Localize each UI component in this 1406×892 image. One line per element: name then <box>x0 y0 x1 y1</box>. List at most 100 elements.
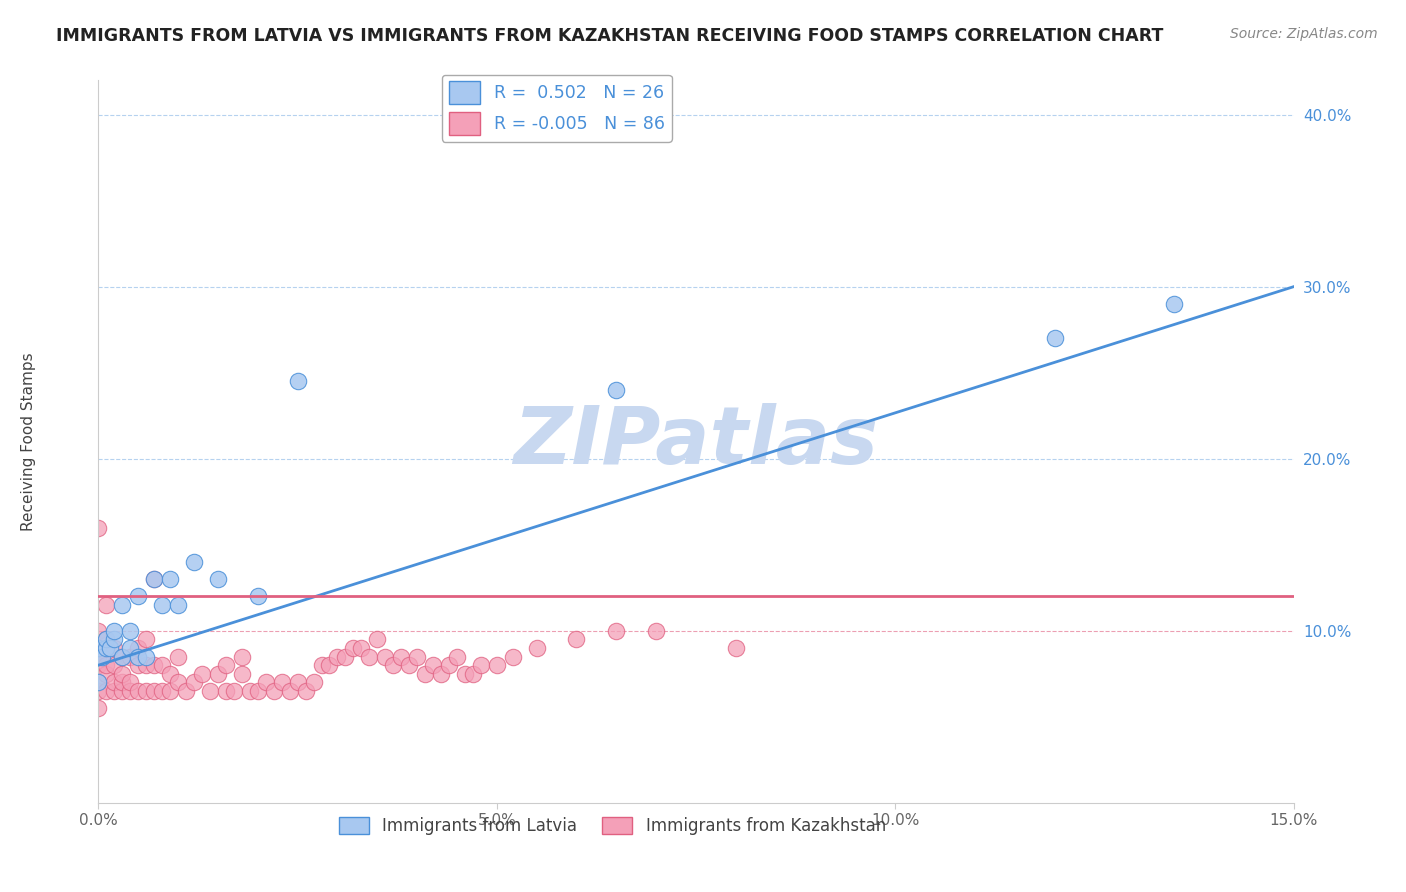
Point <box>127 684 149 698</box>
Point <box>526 640 548 655</box>
Point <box>120 675 142 690</box>
Point <box>174 684 197 698</box>
Point <box>302 675 325 690</box>
Point <box>287 675 309 690</box>
Point <box>135 658 157 673</box>
Point <box>143 658 166 673</box>
Point <box>111 675 134 690</box>
Point <box>724 640 747 655</box>
Point <box>87 640 110 655</box>
Point <box>103 658 125 673</box>
Point <box>120 624 142 638</box>
Point <box>98 640 122 655</box>
Point <box>198 684 221 698</box>
Point <box>254 675 277 690</box>
Point <box>446 649 468 664</box>
Point <box>127 658 149 673</box>
Point <box>207 572 229 586</box>
Point <box>485 658 508 673</box>
Point <box>605 383 627 397</box>
Point <box>413 666 436 681</box>
Point <box>246 684 269 698</box>
Point <box>470 658 492 673</box>
Point <box>96 684 118 698</box>
Point <box>96 640 118 655</box>
Point <box>91 649 114 664</box>
Point <box>565 632 588 647</box>
Point <box>135 649 157 664</box>
Text: IMMIGRANTS FROM LATVIA VS IMMIGRANTS FROM KAZAKHSTAN RECEIVING FOOD STAMPS CORRE: IMMIGRANTS FROM LATVIA VS IMMIGRANTS FRO… <box>56 27 1164 45</box>
Point <box>374 649 396 664</box>
Point <box>231 649 253 664</box>
Point <box>111 649 134 664</box>
Point <box>103 684 125 698</box>
Point <box>605 624 627 638</box>
Point <box>167 649 190 664</box>
Y-axis label: Receiving Food Stamps: Receiving Food Stamps <box>21 352 37 531</box>
Point <box>159 572 181 586</box>
Point <box>430 666 453 681</box>
Point <box>287 375 309 389</box>
Point <box>167 598 190 612</box>
Point <box>96 658 118 673</box>
Point <box>87 520 110 534</box>
Point <box>191 666 214 681</box>
Point <box>103 624 125 638</box>
Point <box>111 598 134 612</box>
Point <box>294 684 316 698</box>
Point <box>342 640 364 655</box>
Point <box>207 666 229 681</box>
Point <box>143 572 166 586</box>
Point <box>111 684 134 698</box>
Point <box>87 649 110 664</box>
Point <box>87 640 110 655</box>
Point <box>87 624 110 638</box>
Point <box>1163 297 1185 311</box>
Point <box>135 632 157 647</box>
Point <box>96 632 118 647</box>
Point <box>120 649 142 664</box>
Point <box>366 632 388 647</box>
Point <box>150 684 173 698</box>
Point <box>422 658 444 673</box>
Point <box>382 658 405 673</box>
Point <box>87 684 110 698</box>
Legend: Immigrants from Latvia, Immigrants from Kazakhstan: Immigrants from Latvia, Immigrants from … <box>332 810 893 841</box>
Point <box>263 684 285 698</box>
Point <box>96 598 118 612</box>
Text: ZIPatlas: ZIPatlas <box>513 402 879 481</box>
Point <box>87 675 110 690</box>
Point <box>96 632 118 647</box>
Point <box>502 649 524 664</box>
Point <box>103 675 125 690</box>
Point <box>222 684 245 698</box>
Point <box>127 640 149 655</box>
Point <box>461 666 484 681</box>
Point <box>167 675 190 690</box>
Point <box>120 640 142 655</box>
Point <box>127 649 149 664</box>
Point <box>103 640 125 655</box>
Point <box>454 666 477 681</box>
Point <box>135 684 157 698</box>
Point <box>270 675 292 690</box>
Point <box>350 640 373 655</box>
Point <box>159 684 181 698</box>
Point <box>278 684 301 698</box>
Point <box>645 624 668 638</box>
Point <box>127 590 149 604</box>
Point <box>120 684 142 698</box>
Point <box>183 555 205 569</box>
Point <box>150 598 173 612</box>
Point <box>96 666 118 681</box>
Point <box>150 658 173 673</box>
Point <box>183 675 205 690</box>
Point <box>398 658 420 673</box>
Point <box>215 658 238 673</box>
Point <box>87 658 110 673</box>
Point <box>103 632 125 647</box>
Point <box>87 675 110 690</box>
Point <box>111 666 134 681</box>
Point <box>406 649 429 664</box>
Point <box>389 649 412 664</box>
